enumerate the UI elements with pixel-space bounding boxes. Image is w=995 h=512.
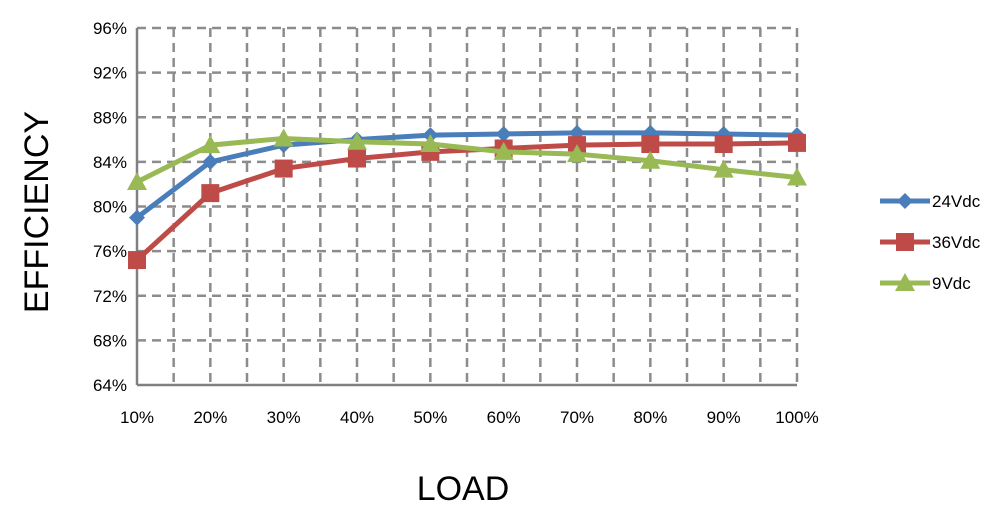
data-point	[495, 125, 512, 142]
legend-marker	[896, 233, 914, 251]
data-point	[567, 144, 587, 163]
data-point	[201, 184, 220, 203]
x-tick-labels: 10% 20% 30% 40% 50% 60% 70% 80% 90% 100%	[120, 408, 819, 427]
x-tick-label: 30%	[267, 408, 301, 427]
data-point	[129, 209, 145, 226]
x-tick-label: 70%	[560, 408, 594, 427]
data-point	[640, 150, 661, 169]
data-point	[273, 128, 294, 147]
y-tick-label: 96%	[93, 19, 127, 38]
legend-item: 9Vdc	[880, 273, 971, 293]
y-tick-label: 92%	[93, 64, 127, 83]
data-point	[787, 167, 807, 186]
legend-label: 24Vdc	[932, 192, 981, 211]
x-tick-label: 40%	[340, 408, 374, 427]
series-line	[135, 130, 798, 220]
x-tick-label: 90%	[707, 408, 741, 427]
legend-label: 36Vdc	[932, 233, 981, 252]
data-point	[274, 159, 293, 178]
y-tick-label: 64%	[93, 376, 127, 395]
legend-label: 9Vdc	[932, 274, 971, 293]
data-point	[348, 149, 366, 168]
series-line	[135, 135, 798, 185]
y-tick-label: 72%	[93, 287, 127, 306]
grid	[137, 26, 799, 385]
y-tick-label: 80%	[93, 198, 127, 217]
x-axis-title: LOAD	[417, 470, 510, 508]
data-point	[713, 159, 734, 178]
data-point	[788, 133, 806, 152]
data-point	[202, 153, 219, 170]
data-point	[127, 171, 147, 190]
legend-item: 36Vdc	[880, 233, 981, 252]
x-tick-label: 80%	[633, 408, 667, 427]
legend: 24Vdc 36Vdc 9Vdc	[880, 192, 981, 293]
legend-marker	[895, 273, 915, 291]
data-point	[493, 141, 514, 160]
x-tick-label: 50%	[413, 408, 447, 427]
data-point	[714, 135, 733, 154]
x-tick-label: 60%	[487, 408, 521, 427]
y-tick-label: 68%	[93, 331, 127, 350]
series-group	[127, 124, 807, 270]
legend-marker	[897, 193, 913, 209]
data-point	[347, 131, 367, 150]
data-point	[200, 135, 221, 154]
y-tick-label: 84%	[93, 153, 127, 172]
x-tick-label: 100%	[775, 408, 818, 427]
y-tick-label: 76%	[93, 242, 127, 261]
data-point	[641, 135, 660, 154]
y-axis-title: EFFICIENCY	[18, 111, 56, 313]
y-tick-label: 88%	[93, 108, 127, 127]
x-tick-label: 20%	[193, 408, 227, 427]
data-point	[128, 251, 146, 270]
x-tick-label: 10%	[120, 408, 154, 427]
axes	[135, 28, 797, 387]
y-tick-labels: 64% 68% 72% 76% 80% 84% 88% 92% 96%	[93, 19, 127, 395]
data-point	[420, 134, 441, 153]
legend-item: 24Vdc	[880, 192, 981, 211]
series-9vdc	[127, 128, 807, 190]
